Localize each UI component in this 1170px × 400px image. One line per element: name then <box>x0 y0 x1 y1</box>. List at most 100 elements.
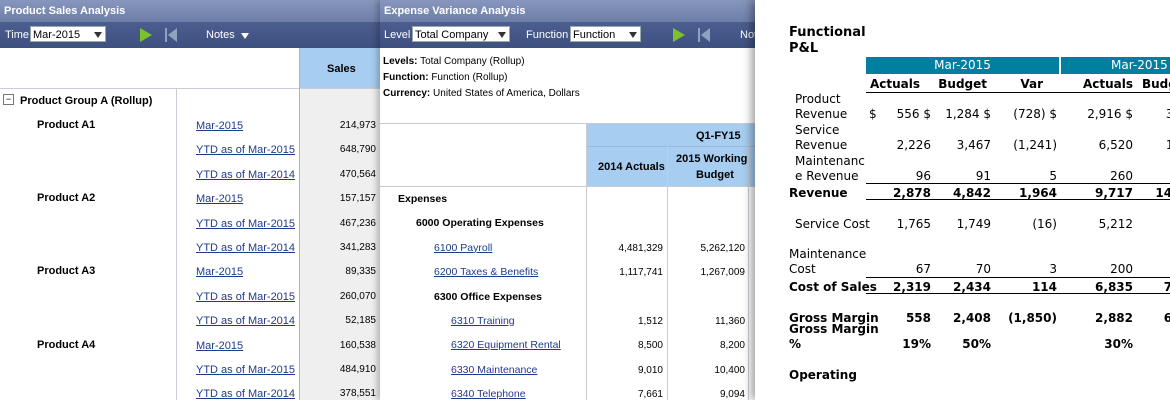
pl-row-label: Cost <box>789 262 816 276</box>
period-link[interactable]: YTD as of Mar-2014 <box>196 388 296 400</box>
pl-row-label: e Revenue <box>795 169 859 183</box>
sales-column-header <box>299 48 380 88</box>
divider <box>586 124 587 400</box>
period-link[interactable]: YTD as of Mar-2015 <box>196 364 296 376</box>
play-icon[interactable] <box>140 28 154 42</box>
period-link[interactable]: YTD as of Mar-2015 <box>196 290 296 303</box>
pl-value: 2,916 $ <box>1087 107 1133 121</box>
account-row-label[interactable]: 6320 Equipment Rental <box>451 339 561 352</box>
sales-header-label: Sales <box>327 63 356 75</box>
pl-column-header: Actuals <box>1082 77 1133 91</box>
expense-variance-title: Expense Variance Analysis <box>380 0 755 22</box>
collapse-icon[interactable]: − <box>3 94 14 105</box>
pl-column-header: Budge <box>1141 77 1170 91</box>
pl-row-label: Operating <box>789 368 857 382</box>
pl-row-label: % <box>789 337 802 351</box>
divider <box>380 123 755 124</box>
pl-value: 3,467 <box>956 138 991 152</box>
period-link[interactable]: YTD as of Mar-2015 <box>196 217 296 230</box>
level-select-value: Total Company <box>415 29 489 41</box>
pl-row-label: Revenue <box>795 107 848 121</box>
period-link[interactable]: YTD as of Mar-2014 <box>196 168 296 181</box>
pl-value: 2,434 <box>953 280 991 294</box>
divider <box>176 88 177 400</box>
pl-value: 5,212 <box>1098 217 1133 231</box>
level-select[interactable]: Total Company <box>412 26 510 42</box>
product-label: Product A3 <box>37 265 96 278</box>
pl-value: 96 <box>915 169 931 183</box>
pl-value: 558 <box>905 311 931 325</box>
pl-column-header: Actuals <box>869 77 920 91</box>
time-select-value: Mar-2015 <box>33 29 81 41</box>
play-icon[interactable] <box>673 28 687 42</box>
pl-value: 2,878 <box>893 186 931 200</box>
account-row-label[interactable]: 6200 Taxes & Benefits <box>434 266 539 279</box>
sales-value: 648,790 <box>339 144 376 156</box>
pl-value: 67 <box>915 262 931 276</box>
period-link[interactable]: Mar-2015 <box>196 266 244 279</box>
notes-menu[interactable]: Not <box>740 29 755 41</box>
actuals-value: 8,500 <box>637 340 663 352</box>
info-line: Currency: United States of America, Doll… <box>383 88 580 99</box>
period-link[interactable]: YTD as of Mar-2014 <box>196 242 296 254</box>
pl-value: 2,882 <box>1095 311 1133 325</box>
budget-value: 5,262,120 <box>700 242 746 254</box>
account-row-label[interactable]: 6100 Payroll <box>434 241 493 254</box>
divider <box>0 88 380 89</box>
pl-value: 7,1 <box>1163 280 1170 294</box>
divider <box>586 146 755 147</box>
pl-value: (16) <box>1032 217 1057 231</box>
pl-value: 556 $ <box>896 107 931 121</box>
pl-row-label: Cost of Sales <box>789 280 877 294</box>
pl-value: (1,850) <box>1008 311 1057 325</box>
pl-row-label: Revenue <box>789 186 848 200</box>
actuals-value: 9,010 <box>637 364 663 376</box>
pl-value: 19% <box>902 337 931 351</box>
pl-value: 2 <box>1105 262 1170 276</box>
info-line: Function: Function (Rollup) <box>383 72 507 83</box>
account-row-label[interactable]: 6310 Training <box>451 315 515 327</box>
pl-value: 9,717 <box>1095 186 1133 200</box>
account-row-label: 6000 Operating Expenses <box>416 217 544 230</box>
first-page-icon[interactable] <box>165 28 177 42</box>
function-label: Function <box>526 29 569 41</box>
sales-value: 378,551 <box>339 388 376 400</box>
pl-row-label: Maintenanc <box>795 154 865 168</box>
pl-value: 50% <box>962 337 991 351</box>
product-label: Product A1 <box>37 119 96 131</box>
info-label: Levels: <box>383 56 418 67</box>
period-header-2: Mar-2015 <box>1061 57 1170 74</box>
total-underline <box>866 293 1170 294</box>
actuals-value: 7,661 <box>637 389 663 400</box>
time-select[interactable]: Mar-2015 <box>30 26 106 42</box>
account-row-label[interactable]: 6340 Telephone <box>451 388 526 400</box>
col-2014-actuals: 2014 Actuals <box>598 161 665 173</box>
function-select[interactable]: Function <box>570 26 641 42</box>
info-value: United States of America, Dollars <box>433 88 580 99</box>
pl-title-line2: P&L <box>789 41 819 56</box>
pl-value: 2,226 <box>896 138 931 152</box>
first-page-icon[interactable] <box>698 28 710 42</box>
pl-value: 200 <box>1110 262 1133 276</box>
pl-value: (1,241) <box>1013 138 1057 152</box>
account-row-label: 6300 Office Expenses <box>434 290 542 303</box>
pl-value: 2 <box>1105 169 1170 183</box>
header-underline <box>866 92 1170 93</box>
divider <box>667 146 668 400</box>
pl-value: 14,0 <box>1155 186 1170 200</box>
function-select-value: Function <box>573 29 616 41</box>
period-link[interactable]: YTD as of Mar-2015 <box>196 144 296 157</box>
period-link[interactable]: Mar-2015 <box>196 120 244 132</box>
expense-toolbar: Level Total Company Function Function No… <box>380 22 755 48</box>
period-link[interactable]: YTD as of Mar-2014 <box>196 315 296 328</box>
notes-menu[interactable]: Notes <box>206 29 235 41</box>
period-link[interactable]: Mar-2015 <box>196 339 244 352</box>
expense-variance-panel: Expense Variance Analysis Level Total Co… <box>380 0 755 400</box>
account-row-label[interactable]: 6330 Maintenance <box>451 363 538 376</box>
pl-row-label: Gross Margin <box>789 311 879 325</box>
pl-value: (728) $ <box>1013 107 1057 121</box>
pl-column-header: Budget <box>938 77 987 91</box>
actuals-value: 1,117,741 <box>619 267 663 279</box>
group-label: Product Group A (Rollup) <box>20 95 153 107</box>
period-link[interactable]: Mar-2015 <box>196 193 244 206</box>
